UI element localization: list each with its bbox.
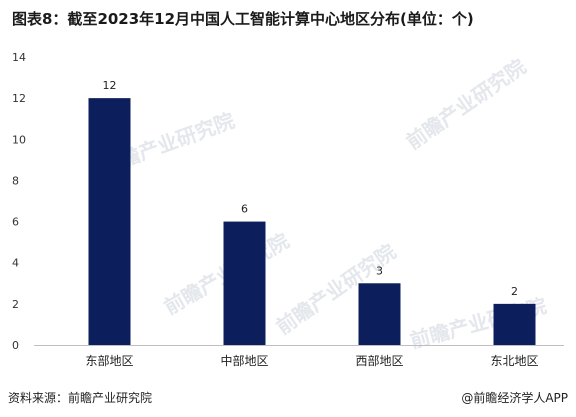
x-category-label: 东部地区 bbox=[85, 353, 133, 368]
data-label: 12 bbox=[103, 79, 117, 92]
x-category-label: 中部地区 bbox=[220, 353, 268, 368]
y-tick-label: 10 bbox=[12, 133, 26, 146]
y-tick-label: 6 bbox=[12, 216, 19, 229]
y-tick-label: 14 bbox=[12, 51, 26, 64]
data-labels-group: 12 6 3 2 bbox=[103, 79, 519, 298]
data-label: 3 bbox=[376, 264, 383, 277]
y-tick-label: 8 bbox=[12, 174, 19, 187]
chart-title: 图表8：截至2023年12月中国人工智能计算中心地区分布(单位：个) bbox=[12, 10, 474, 28]
watermark-layer: 前瞻产业研究院前瞻产业研究院前瞻产业研究院前瞻产业研究院前瞻产业研究院 bbox=[98, 54, 549, 353]
y-tick-label: 0 bbox=[12, 339, 19, 352]
data-label: 6 bbox=[241, 203, 248, 216]
bar-2 bbox=[223, 221, 266, 345]
x-category-label: 东北地区 bbox=[490, 354, 538, 368]
bar-3 bbox=[358, 283, 401, 345]
y-axis-ticks: 0 2 4 6 8 10 12 14 bbox=[12, 51, 26, 352]
bars-group bbox=[88, 98, 536, 346]
data-label: 2 bbox=[511, 285, 518, 298]
watermark-text: 前瞻产业研究院 bbox=[402, 54, 530, 154]
x-category-label: 西部地区 bbox=[355, 353, 403, 368]
bar-4 bbox=[493, 303, 536, 345]
bar-1 bbox=[88, 98, 131, 346]
source-note: 资料来源：前瞻产业研究院 bbox=[8, 391, 153, 405]
y-tick-label: 4 bbox=[12, 257, 19, 270]
brand-credit: @前瞻经济学人APP bbox=[461, 391, 568, 405]
y-tick-label: 2 bbox=[12, 298, 19, 311]
y-tick-label: 12 bbox=[12, 92, 26, 105]
x-axis-categories: 东部地区 中部地区 西部地区 东北地区 bbox=[85, 353, 538, 368]
